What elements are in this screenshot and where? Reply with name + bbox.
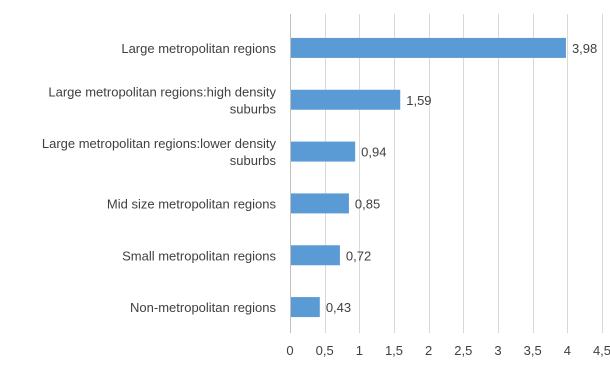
category-label: Large metropolitan regions:high density s…	[48, 84, 276, 116]
bar	[291, 245, 340, 266]
category-label: Large metropolitan regions:lower density…	[42, 136, 277, 168]
category-label-line: Mid size metropolitan regions	[107, 196, 277, 211]
category-label-line: suburbs	[230, 101, 277, 116]
data-labels: 3,98 1,59 0,94 0,85 0,72 0,43	[326, 41, 597, 315]
tick-label: 1	[356, 343, 363, 358]
category-label-line: Large metropolitan regions:lower density	[42, 136, 277, 151]
tick-label: 2,5	[454, 343, 472, 358]
bar	[291, 89, 401, 110]
tick-label: 0,5	[316, 343, 334, 358]
data-label: 3,98	[572, 41, 597, 56]
data-label: 0,43	[326, 300, 351, 315]
category-label-line: Large metropolitan regions	[121, 41, 276, 56]
value-axis-tick-labels: 0 0,5 1 1,5 2 2,5 3 3,5 4 4,5	[286, 343, 610, 358]
tick-label: 4	[564, 343, 571, 358]
category-label: Mid size metropolitan regions	[107, 196, 277, 211]
bar	[291, 193, 349, 214]
category-label-line: Large metropolitan regions:high density	[48, 84, 276, 99]
data-label: 0,94	[361, 145, 386, 160]
category-label-line: suburbs	[230, 153, 277, 168]
category-label: Small metropolitan regions	[122, 248, 276, 263]
tick-label: 0	[286, 343, 293, 358]
data-label: 0,72	[346, 248, 371, 263]
tick-label: 1,5	[385, 343, 403, 358]
tick-label: 3	[494, 343, 501, 358]
tick-label: 2	[425, 343, 432, 358]
tick-label: 4,5	[593, 343, 610, 358]
tick-label: 3,5	[524, 343, 542, 358]
category-labels: Large metropolitan regions Large metropol…	[42, 41, 277, 315]
category-label: Non-metropolitan regions	[130, 300, 276, 315]
gridlines	[325, 14, 603, 333]
data-label: 1,59	[406, 93, 431, 108]
data-label: 0,85	[355, 196, 380, 211]
bar	[291, 37, 566, 58]
category-label-line: Non-metropolitan regions	[130, 300, 276, 315]
category-label-line: Small metropolitan regions	[122, 248, 276, 263]
bars	[291, 37, 566, 318]
category-label: Large metropolitan regions	[121, 41, 276, 56]
bar	[291, 141, 356, 162]
bar	[291, 297, 320, 318]
